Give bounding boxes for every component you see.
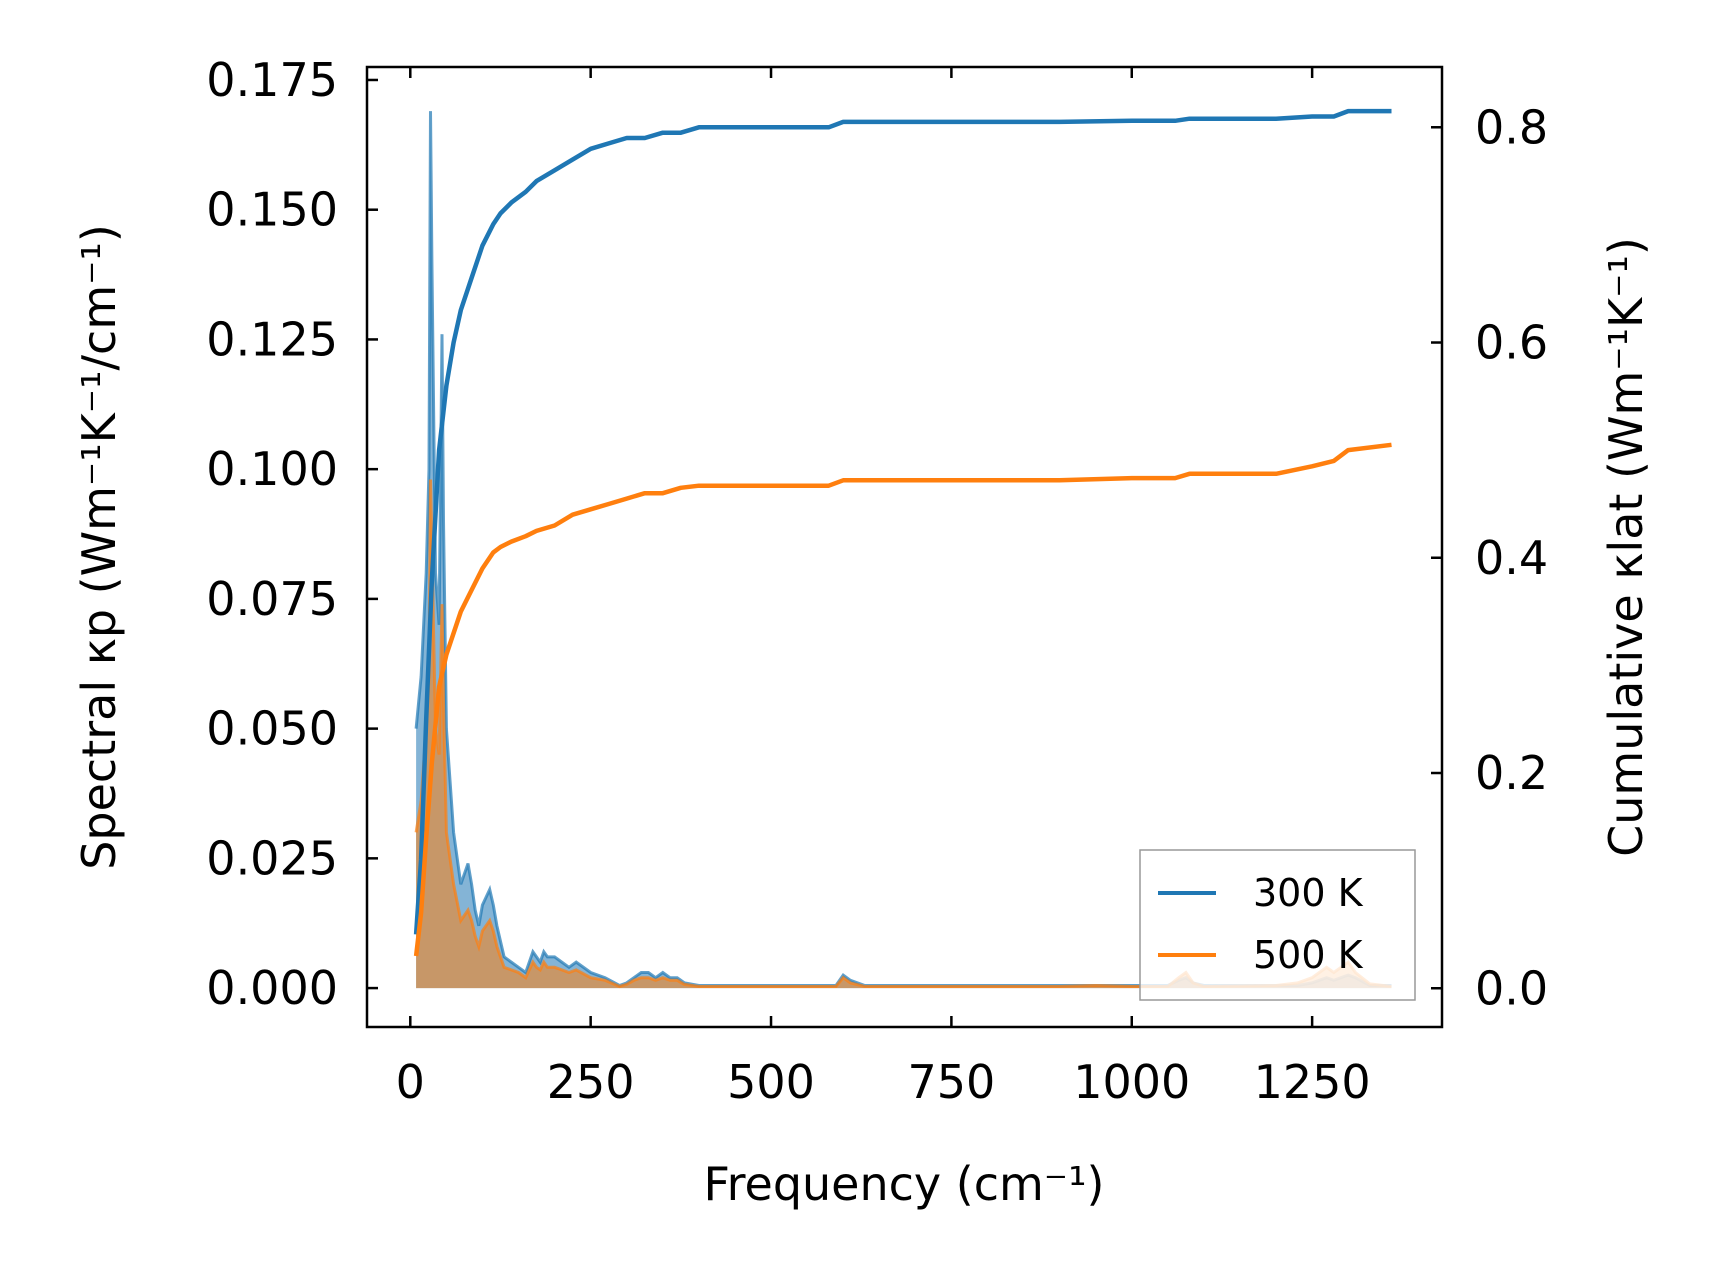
y-right-tick-label: 0.4 [1475,531,1548,585]
y-left-tick-label: 0.175 [206,53,338,107]
x-axis-label: Frequency (cm⁻¹) [704,1157,1105,1211]
x-tick-label: 1250 [1254,1055,1371,1109]
x-axis-ticks: 0 250 500 750 1000 1250 [396,67,1371,1109]
y-right-axis-ticks: 0.0 0.2 0.4 0.6 0.8 [1431,100,1548,1015]
x-tick-label: 500 [727,1055,815,1109]
y-right-tick-label: 0.6 [1475,316,1548,370]
legend: 300 K 500 K [1139,849,1416,1001]
y-left-tick-label: 0.075 [206,572,338,626]
y-left-tick-label: 0.050 [206,702,338,756]
y-right-tick-label: 0.2 [1475,746,1548,800]
cumulative-line-500k [413,442,1392,957]
y-left-tick-label: 0.150 [206,183,338,237]
legend-label-500k: 500 K [1253,933,1364,977]
plot-frame [365,65,1444,1029]
legend-box [1139,849,1416,1001]
x-tick-label: 250 [547,1055,635,1109]
y-right-tick-label: 0.8 [1475,100,1548,154]
y-left-tick-label: 0.100 [206,442,338,496]
y-left-tick-label: 0.125 [206,312,338,366]
x-tick-label: 750 [907,1055,995,1109]
legend-label-300k: 300 K [1253,871,1364,915]
y-left-axis-ticks: 0.000 0.025 0.050 0.075 0.100 0.125 0.150 0.175 [206,53,378,1015]
y-right-tick-label: 0.0 [1475,961,1548,1015]
x-tick-label: 0 [396,1055,425,1109]
y-right-axis-label: Cumulative κlat (Wm⁻¹K⁻¹) [1599,237,1653,857]
y-left-tick-label: 0.025 [206,831,338,885]
cumulative-lines [413,108,1392,957]
cumulative-line-300k [413,108,1392,935]
x-tick-label: 1000 [1073,1055,1190,1109]
y-left-tick-label: 0.000 [206,961,338,1015]
y-left-axis-label: Spectral κp (Wm⁻¹K⁻¹/cm⁻¹) [72,224,126,870]
